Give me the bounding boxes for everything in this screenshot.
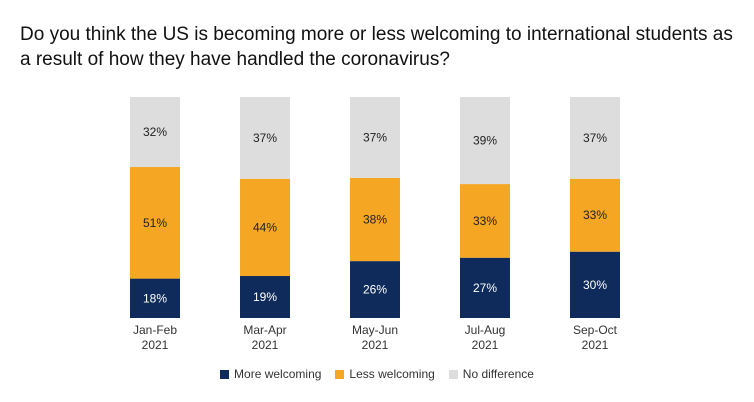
bar-segment-less-welcoming-1 (130, 167, 180, 279)
legend-swatch-more-welcoming (220, 369, 230, 379)
bar-segment-no-difference-5 (570, 97, 620, 179)
category-label-5-line-2: 2021 (582, 338, 609, 352)
legend: More welcoming Less welcoming No differenc… (0, 367, 754, 381)
data-label-less-welcoming-1: 51% (143, 216, 167, 230)
data-label-more-welcoming-1: 18% (143, 291, 167, 305)
bar-segment-no-difference-1 (130, 97, 180, 168)
bar-segment-more-welcoming-2 (240, 276, 290, 318)
bar-segment-more-welcoming-5 (570, 251, 620, 318)
data-label-no-difference-2: 37% (253, 131, 277, 145)
legend-item-no-difference: No difference (448, 367, 534, 381)
data-label-no-difference-5: 37% (583, 131, 607, 145)
data-label-more-welcoming-2: 19% (253, 290, 277, 304)
category-label-3-line-2: 2021 (362, 338, 389, 352)
stacked-bar-chart: 18%51%32%Jan-Feb202119%44%37%Mar-Apr2021… (130, 97, 620, 352)
legend-label-more-welcoming: More welcoming (234, 367, 322, 381)
data-label-less-welcoming-5: 33% (583, 208, 607, 222)
chart-title: Do you think the US is becoming more or … (20, 24, 733, 70)
data-label-no-difference-4: 39% (473, 134, 497, 148)
legend-swatch-no-difference (448, 369, 458, 379)
bar-segment-less-welcoming-3 (350, 177, 400, 262)
data-label-less-welcoming-3: 38% (363, 213, 387, 227)
category-label-2-line-2: 2021 (252, 338, 279, 352)
category-label-1-line-2: 2021 (142, 338, 169, 352)
bar-segment-no-difference-2 (240, 97, 290, 179)
bar-segment-less-welcoming-4 (460, 184, 510, 258)
bar-segment-more-welcoming-4 (460, 257, 510, 318)
data-label-less-welcoming-2: 44% (253, 220, 277, 234)
category-label-1-line-1: Jan-Feb (133, 323, 177, 337)
data-label-more-welcoming-4: 27% (473, 281, 497, 295)
category-label-5-line-1: Sep-Oct (573, 323, 618, 337)
data-label-more-welcoming-3: 26% (363, 283, 387, 297)
bar-segment-less-welcoming-5 (570, 178, 620, 252)
bar-segment-no-difference-3 (350, 97, 400, 178)
bar-segment-more-welcoming-3 (350, 261, 400, 318)
data-label-no-difference-3: 37% (363, 130, 387, 144)
data-label-no-difference-1: 32% (143, 125, 167, 139)
legend-label-no-difference: No difference (462, 367, 534, 381)
category-label-4-line-2: 2021 (472, 338, 499, 352)
legend-item-less-welcoming: Less welcoming (335, 367, 435, 381)
category-label-3-line-1: May-Jun (352, 323, 398, 337)
bar-segment-more-welcoming-1 (130, 278, 180, 318)
bar-segment-no-difference-4 (460, 97, 510, 185)
legend-item-more-welcoming: More welcoming (220, 367, 321, 381)
legend-label-less-welcoming: Less welcoming (349, 367, 435, 381)
legend-swatch-less-welcoming (335, 369, 345, 379)
category-label-2-line-1: Mar-Apr (243, 323, 286, 337)
data-label-more-welcoming-5: 30% (583, 278, 607, 292)
data-label-less-welcoming-4: 33% (473, 214, 497, 228)
bar-segment-less-welcoming-2 (240, 178, 290, 277)
category-label-4-line-1: Jul-Aug (465, 323, 506, 337)
